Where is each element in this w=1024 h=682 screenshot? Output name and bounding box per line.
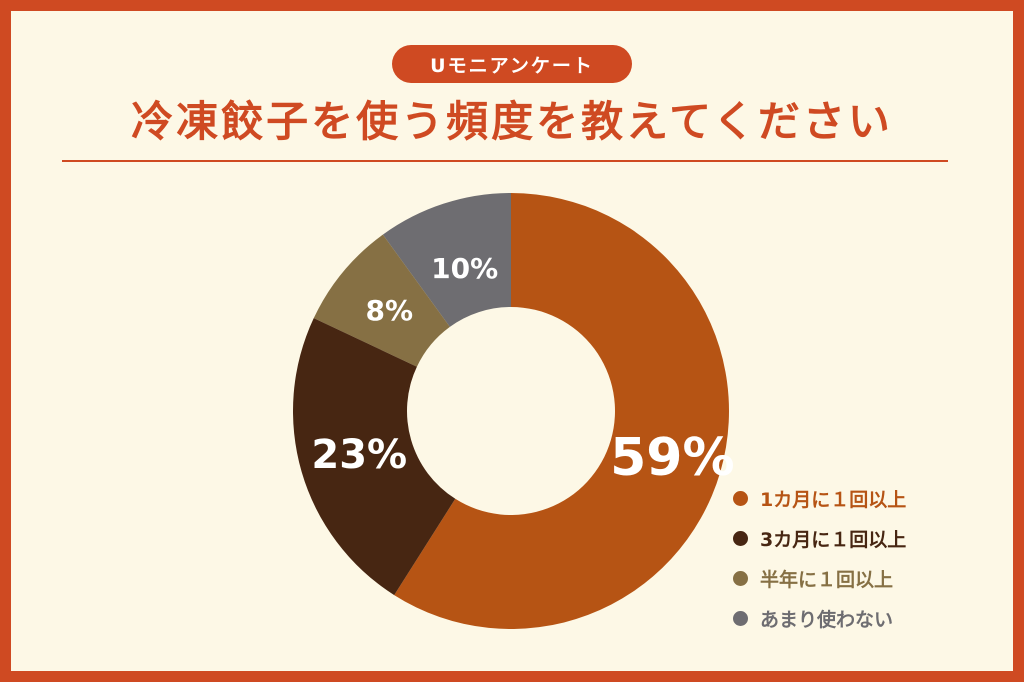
donut-slice <box>394 193 730 629</box>
legend-label: 半年に１回以上 <box>760 568 894 591</box>
slice-percent-label: 59% <box>610 428 734 488</box>
donut-slice <box>313 234 450 367</box>
slice-percent-label: 23% <box>311 432 407 478</box>
legend-swatch <box>733 490 748 506</box>
legend-item: 3カ月に１回以上 <box>733 518 973 558</box>
donut-slice <box>382 193 511 327</box>
legend-item: あまり使わない <box>733 598 973 638</box>
legend-label: あまり使わない <box>760 608 894 631</box>
title-divider <box>62 160 948 162</box>
legend-label: 1カ月に１回以上 <box>760 488 907 511</box>
legend-label: 3カ月に１回以上 <box>760 528 907 551</box>
chart-legend: 1カ月に１回以上 3カ月に１回以上 半年に１回以上 あまり使わない <box>733 478 973 638</box>
survey-badge: Uモニアンケート <box>392 45 632 83</box>
slice-percent-label: 8% <box>365 294 413 327</box>
legend-swatch <box>733 570 748 586</box>
legend-swatch <box>733 530 748 546</box>
slice-percent-label: 10% <box>431 252 498 285</box>
donut-slice <box>293 318 456 596</box>
legend-swatch <box>733 610 748 626</box>
legend-item: 1カ月に１回以上 <box>733 478 973 518</box>
legend-item: 半年に１回以上 <box>733 558 973 598</box>
page-title: 冷凍餃子を使う頻度を教えてください <box>131 97 893 146</box>
